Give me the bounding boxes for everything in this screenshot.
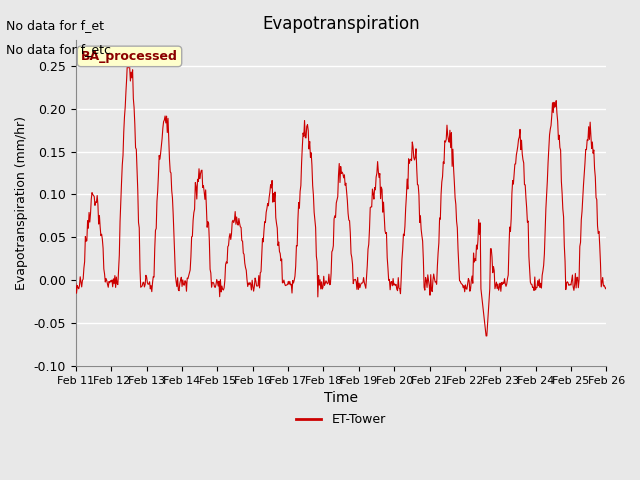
Text: BA_processed: BA_processed — [81, 50, 178, 63]
X-axis label: Time: Time — [324, 391, 358, 405]
Y-axis label: Evapotranspiration (mm/hr): Evapotranspiration (mm/hr) — [15, 116, 28, 290]
Text: No data for f_etc: No data for f_etc — [6, 43, 111, 56]
Title: Evapotranspiration: Evapotranspiration — [262, 15, 420, 33]
Legend: ET-Tower: ET-Tower — [291, 408, 390, 432]
Text: No data for f_et: No data for f_et — [6, 19, 104, 32]
